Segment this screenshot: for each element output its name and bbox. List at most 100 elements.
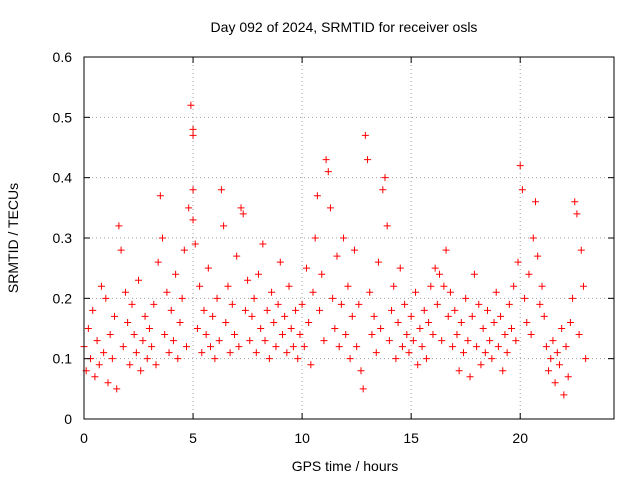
data-point: [139, 337, 147, 345]
y-axis-label: SRMTID / TECUs: [5, 183, 21, 293]
data-point: [359, 385, 367, 393]
data-point: [150, 300, 158, 308]
x-tick-label: 0: [80, 430, 88, 446]
data-point: [311, 234, 319, 242]
data-point: [505, 300, 513, 308]
data-point: [405, 349, 413, 357]
data-point: [468, 312, 476, 320]
data-point: [418, 343, 426, 351]
data-point: [473, 343, 481, 351]
data-point: [84, 325, 92, 332]
data-point: [558, 325, 566, 332]
data-point: [427, 282, 435, 290]
data-point: [374, 258, 382, 266]
data-point: [540, 312, 548, 320]
y-tick-label: 0.2: [53, 290, 73, 306]
data-point: [183, 343, 191, 351]
data-point: [126, 361, 134, 369]
data-point: [507, 325, 515, 332]
data-point: [470, 270, 478, 278]
data-point: [575, 331, 583, 339]
data-point: [357, 367, 365, 375]
data-point: [518, 186, 526, 194]
data-point: [512, 337, 520, 345]
data-point: [438, 337, 446, 345]
data-point: [281, 312, 289, 320]
data-point: [141, 312, 149, 320]
y-tick-labels: 0 0.1 0.2 0.3 0.4 0.5 0.6: [53, 49, 73, 427]
data-point: [451, 306, 459, 314]
data-point: [460, 349, 468, 357]
data-point: [200, 306, 208, 314]
data-point: [381, 174, 389, 182]
data-point: [564, 373, 572, 381]
data-point: [499, 367, 507, 375]
data-point: [130, 331, 138, 339]
data-point: [490, 318, 498, 326]
data-point: [305, 318, 313, 326]
data-point: [309, 288, 317, 296]
data-point: [514, 258, 522, 266]
data-point: [335, 343, 343, 351]
data-point: [542, 343, 550, 351]
data-point: [464, 337, 472, 345]
data-point: [233, 252, 241, 260]
data-point: [189, 125, 197, 133]
data-point: [516, 162, 524, 170]
data-point: [420, 306, 428, 314]
data-point: [135, 276, 143, 284]
y-tick-label: 0: [64, 411, 72, 427]
data-point: [167, 306, 175, 314]
x-tick-label: 10: [294, 430, 310, 446]
data-point: [331, 325, 339, 332]
data-point: [254, 270, 262, 278]
data-point: [333, 252, 341, 260]
data-point: [392, 355, 400, 363]
data-point: [217, 186, 225, 194]
data-point: [521, 294, 529, 302]
data-point: [329, 294, 337, 302]
data-point: [407, 312, 415, 320]
data-point: [292, 306, 300, 314]
data-point: [132, 349, 140, 357]
data-point: [346, 355, 354, 363]
data-point: [259, 240, 267, 248]
data-point: [113, 385, 121, 393]
data-point: [479, 325, 487, 332]
data-point: [497, 312, 505, 320]
data-point: [296, 331, 304, 339]
data-point: [220, 222, 228, 230]
data-point: [189, 186, 197, 194]
data-point: [549, 337, 557, 345]
data-point: [154, 258, 162, 266]
data-point: [571, 198, 579, 206]
data-point: [209, 312, 217, 320]
data-point: [494, 343, 502, 351]
data-point: [577, 246, 585, 254]
data-point: [372, 349, 380, 357]
data-point: [287, 325, 295, 332]
data-point: [204, 264, 212, 272]
data-point: [191, 240, 199, 248]
data-point: [307, 361, 315, 369]
data-point: [180, 246, 188, 254]
data-point: [385, 337, 393, 345]
data-point: [176, 318, 184, 326]
data-point: [425, 318, 433, 326]
data-point: [237, 204, 245, 212]
data-point: [525, 270, 533, 278]
data-point: [483, 306, 491, 314]
data-point: [198, 349, 206, 357]
data-point: [422, 355, 430, 363]
y-tick-label: 0.6: [53, 49, 73, 65]
data-point: [272, 343, 280, 351]
data-point: [322, 156, 330, 164]
data-point: [300, 343, 308, 351]
data-point: [294, 355, 302, 363]
data-point: [239, 210, 247, 218]
data-point: [562, 343, 570, 351]
data-point: [316, 306, 324, 314]
data-point: [344, 282, 352, 290]
data-point: [207, 343, 215, 351]
